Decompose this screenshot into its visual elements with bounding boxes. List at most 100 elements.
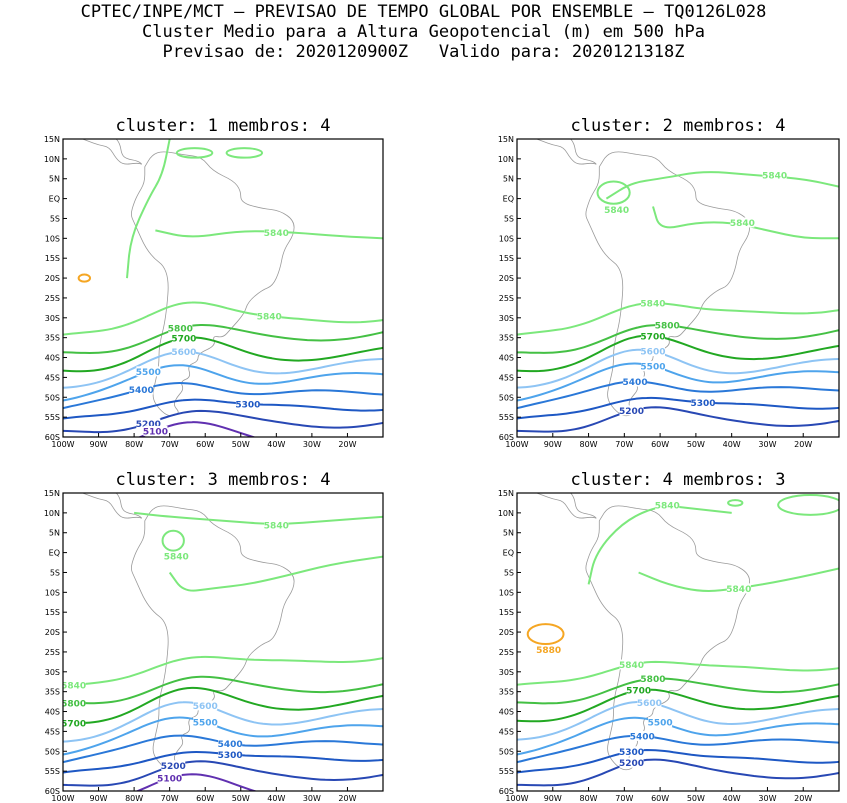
y-tick-label: 15S bbox=[499, 608, 514, 617]
x-tick-label: 40W bbox=[267, 440, 285, 449]
contour-line-5300 bbox=[517, 396, 839, 420]
contour-label: 5300 bbox=[218, 751, 243, 761]
y-tick-label: 10S bbox=[499, 588, 514, 597]
contour-line-5500 bbox=[517, 362, 839, 402]
contour-label: 5700 bbox=[626, 687, 651, 697]
contour-label-bg bbox=[637, 697, 662, 708]
x-tick-label: 80W bbox=[580, 440, 598, 449]
closed-contour-5840 bbox=[225, 147, 264, 159]
y-tick-label: 30S bbox=[45, 668, 60, 677]
x-tick-label: 20W bbox=[338, 440, 356, 449]
x-tick-label: 90W bbox=[90, 440, 108, 449]
x-tick-label: 70W bbox=[615, 794, 633, 803]
contour-label-bg bbox=[619, 746, 644, 757]
contour-label-bg bbox=[168, 322, 193, 333]
contour-label-bg bbox=[648, 717, 673, 728]
y-tick-label: 15N bbox=[44, 135, 60, 144]
contour-line-5200 bbox=[517, 406, 839, 433]
closed-contour-5840 bbox=[161, 529, 185, 552]
contour-label-bg bbox=[640, 346, 665, 357]
contour-line-5800 bbox=[63, 323, 383, 354]
coastline-central-america bbox=[81, 493, 143, 519]
contour-label: 5800 bbox=[61, 699, 86, 709]
contour-label: 5200 bbox=[161, 762, 186, 772]
contour-line-5840-tropical bbox=[638, 567, 839, 592]
y-tick-label: 10S bbox=[45, 234, 60, 243]
closed-contour-5880 bbox=[526, 623, 565, 645]
contour-line-5840-tropical bbox=[587, 505, 732, 585]
contour-line-5400 bbox=[517, 734, 839, 764]
y-tick-label: 45S bbox=[499, 727, 514, 736]
x-tick-label: 90W bbox=[544, 440, 562, 449]
contour-label-bg bbox=[129, 384, 154, 395]
contour-label: 5300 bbox=[235, 400, 260, 410]
contour-label-bg bbox=[218, 738, 243, 749]
y-tick-label: 55S bbox=[45, 767, 60, 776]
contour-label-bg bbox=[63, 680, 86, 691]
contour-label: 5840 bbox=[264, 521, 289, 531]
x-tick-label: 40W bbox=[723, 794, 741, 803]
contour-label: 5600 bbox=[193, 702, 218, 712]
x-tick-label: 50W bbox=[232, 794, 250, 803]
closed-contour-5840 bbox=[727, 499, 744, 507]
y-tick-label: 15S bbox=[45, 608, 60, 617]
map-panel-4: cluster: 4 membros: 3 5840 5800 5700 5600 550… bbox=[498, 470, 840, 803]
contour-line-5600 bbox=[517, 348, 839, 389]
y-tick-label: 60S bbox=[499, 433, 514, 442]
map-frame bbox=[62, 138, 384, 438]
y-tick-label: 15N bbox=[498, 135, 514, 144]
y-tick-label: 15S bbox=[45, 254, 60, 263]
contour-line-5500 bbox=[517, 716, 839, 756]
x-tick-label: 30W bbox=[758, 440, 776, 449]
y-tick-label: 5S bbox=[504, 568, 514, 577]
contour-label-bg bbox=[623, 376, 648, 387]
contour-line-5840 bbox=[63, 655, 383, 688]
contour-line-5840-tropical bbox=[155, 229, 383, 240]
y-tick-label: 60S bbox=[45, 787, 60, 796]
contour-line-5600 bbox=[63, 350, 383, 389]
y-tick-label: 5N bbox=[503, 175, 514, 184]
y-tick-label: 5S bbox=[50, 568, 60, 577]
contour-line-5700 bbox=[63, 686, 383, 725]
y-tick-label: 10N bbox=[44, 509, 60, 518]
y-tick-label: 40S bbox=[499, 354, 514, 363]
contour-label: 5300 bbox=[691, 399, 716, 409]
contour-label: 5600 bbox=[640, 348, 665, 358]
y-tick-label: 60S bbox=[45, 433, 60, 442]
contour-label: 5700 bbox=[640, 332, 665, 342]
y-tick-label: 10N bbox=[498, 509, 514, 518]
panel-title: cluster: 1 membros: 4 bbox=[116, 116, 331, 136]
y-tick-label: 5N bbox=[503, 529, 514, 538]
contour-line-5600 bbox=[517, 700, 839, 741]
x-tick-label: 60W bbox=[196, 440, 214, 449]
y-tick-label: 35S bbox=[499, 334, 514, 343]
closed-contour-5840 bbox=[777, 493, 839, 516]
y-tick-label: 35S bbox=[45, 334, 60, 343]
y-tick-label: 20S bbox=[45, 274, 60, 283]
map-frame bbox=[62, 492, 384, 792]
y-tick-label: 10N bbox=[498, 155, 514, 164]
contour-line-5300 bbox=[63, 398, 383, 420]
contour-label: 5840 bbox=[164, 553, 189, 563]
y-tick-label: 5N bbox=[49, 175, 60, 184]
map-frame bbox=[516, 138, 840, 438]
contour-label-bg bbox=[63, 718, 86, 729]
contour-label: 5700 bbox=[61, 720, 86, 730]
x-tick-label: 60W bbox=[196, 794, 214, 803]
contour-label: 5840 bbox=[655, 501, 680, 511]
coastline-south-america bbox=[585, 505, 751, 771]
x-tick-label: 30W bbox=[303, 440, 321, 449]
y-tick-label: EQ bbox=[503, 195, 514, 204]
contour-label: 5880 bbox=[536, 646, 561, 656]
x-tick-label: 50W bbox=[687, 794, 705, 803]
contour-label-bg bbox=[235, 398, 260, 409]
y-tick-label: 25S bbox=[499, 294, 514, 303]
x-tick-label: 30W bbox=[758, 794, 776, 803]
contour-label: 5200 bbox=[619, 407, 644, 417]
x-tick-label: 100W bbox=[505, 794, 528, 803]
